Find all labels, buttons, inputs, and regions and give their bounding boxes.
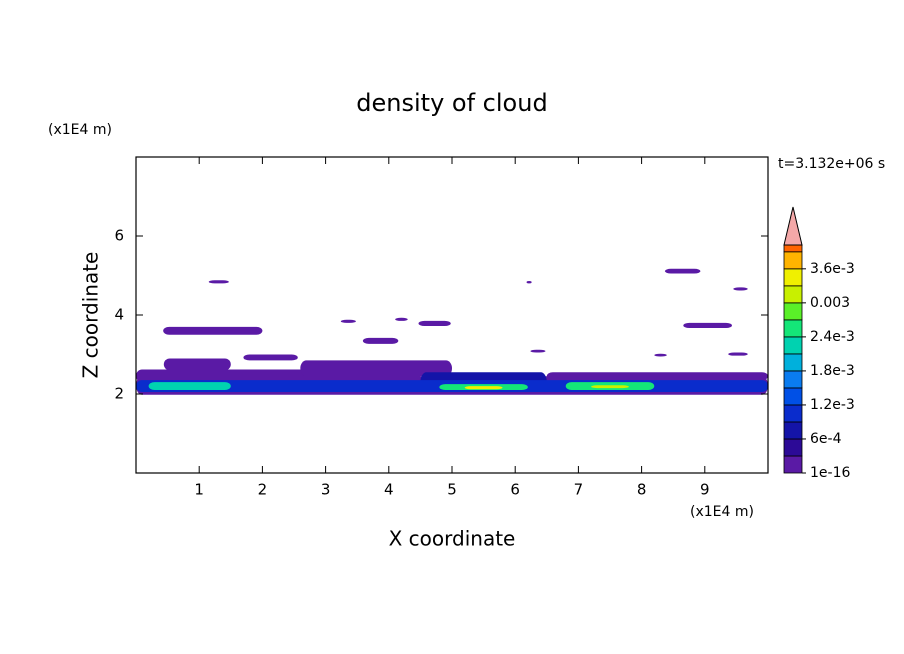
contour-region <box>733 287 748 291</box>
contour-region <box>300 360 452 377</box>
contour-region <box>362 337 399 344</box>
y-unit: (x1E4 m) <box>48 122 112 138</box>
contour-region <box>526 281 532 284</box>
colorbar-extend <box>783 206 803 246</box>
chart-title: density of cloud <box>356 89 547 117</box>
colorbar-tick-label: 1e-16 <box>810 465 850 481</box>
colorbar-tick-label: 1.2e-3 <box>810 397 855 413</box>
contour-region <box>591 385 629 389</box>
contour-region <box>546 372 768 381</box>
colorbar-tick-label: 3.6e-3 <box>810 261 855 277</box>
x-tick-label: 6 <box>510 481 520 499</box>
contour-region <box>728 352 748 356</box>
x-tick-label: 7 <box>574 481 584 499</box>
colorbar-band <box>783 285 803 304</box>
y-axis-label: Z coordinate <box>79 252 103 379</box>
colorbar-band <box>783 336 803 355</box>
contour-region <box>530 349 546 353</box>
contour-region <box>683 322 732 329</box>
contour-region <box>163 326 263 335</box>
colorbar-band <box>783 251 803 270</box>
colorbar-band <box>783 319 803 338</box>
colorbar-band <box>783 353 803 372</box>
colorbar-band <box>783 438 803 457</box>
time-annotation: t=3.132e+06 s <box>778 156 885 172</box>
colorbar-tick-label: 1.8e-3 <box>810 363 855 379</box>
contour-region <box>664 268 701 274</box>
colorbar-band <box>783 404 803 423</box>
contour-region <box>243 354 298 361</box>
x-tick-label: 2 <box>258 481 268 499</box>
y-tick-label: 2 <box>114 385 124 403</box>
x-tick-label: 4 <box>384 481 394 499</box>
x-tick-label: 9 <box>700 481 710 499</box>
y-tick-label: 6 <box>114 227 124 245</box>
colorbar-band <box>783 370 803 389</box>
colorbar-band <box>783 387 803 406</box>
colorbar-tick-label: 2.4e-3 <box>810 329 855 345</box>
x-axis-label: X coordinate <box>389 527 516 551</box>
contour-region <box>418 320 451 327</box>
contour-region <box>395 317 408 321</box>
colorbar-band <box>783 455 803 474</box>
colorbar-band <box>783 268 803 287</box>
colorbar-tick-label: 0.003 <box>810 295 850 311</box>
contour-region <box>208 280 229 284</box>
colorbar-tick-label: 6e-4 <box>810 431 842 447</box>
contour-regions <box>136 268 768 395</box>
x-tick-label: 1 <box>194 481 204 499</box>
contour-region <box>340 319 356 323</box>
contour-region <box>654 353 667 357</box>
x-tick-label: 5 <box>447 481 457 499</box>
x-unit: (x1E4 m) <box>690 504 754 520</box>
x-tick-label: 3 <box>321 481 331 499</box>
colorbar-band <box>783 421 803 440</box>
colorbar-band <box>783 244 803 253</box>
contour-region <box>148 382 231 391</box>
y-tick-label: 4 <box>114 306 124 324</box>
contour-region <box>163 358 231 371</box>
contour-region <box>464 386 503 390</box>
colorbar-band <box>783 302 803 321</box>
x-tick-label: 8 <box>637 481 647 499</box>
